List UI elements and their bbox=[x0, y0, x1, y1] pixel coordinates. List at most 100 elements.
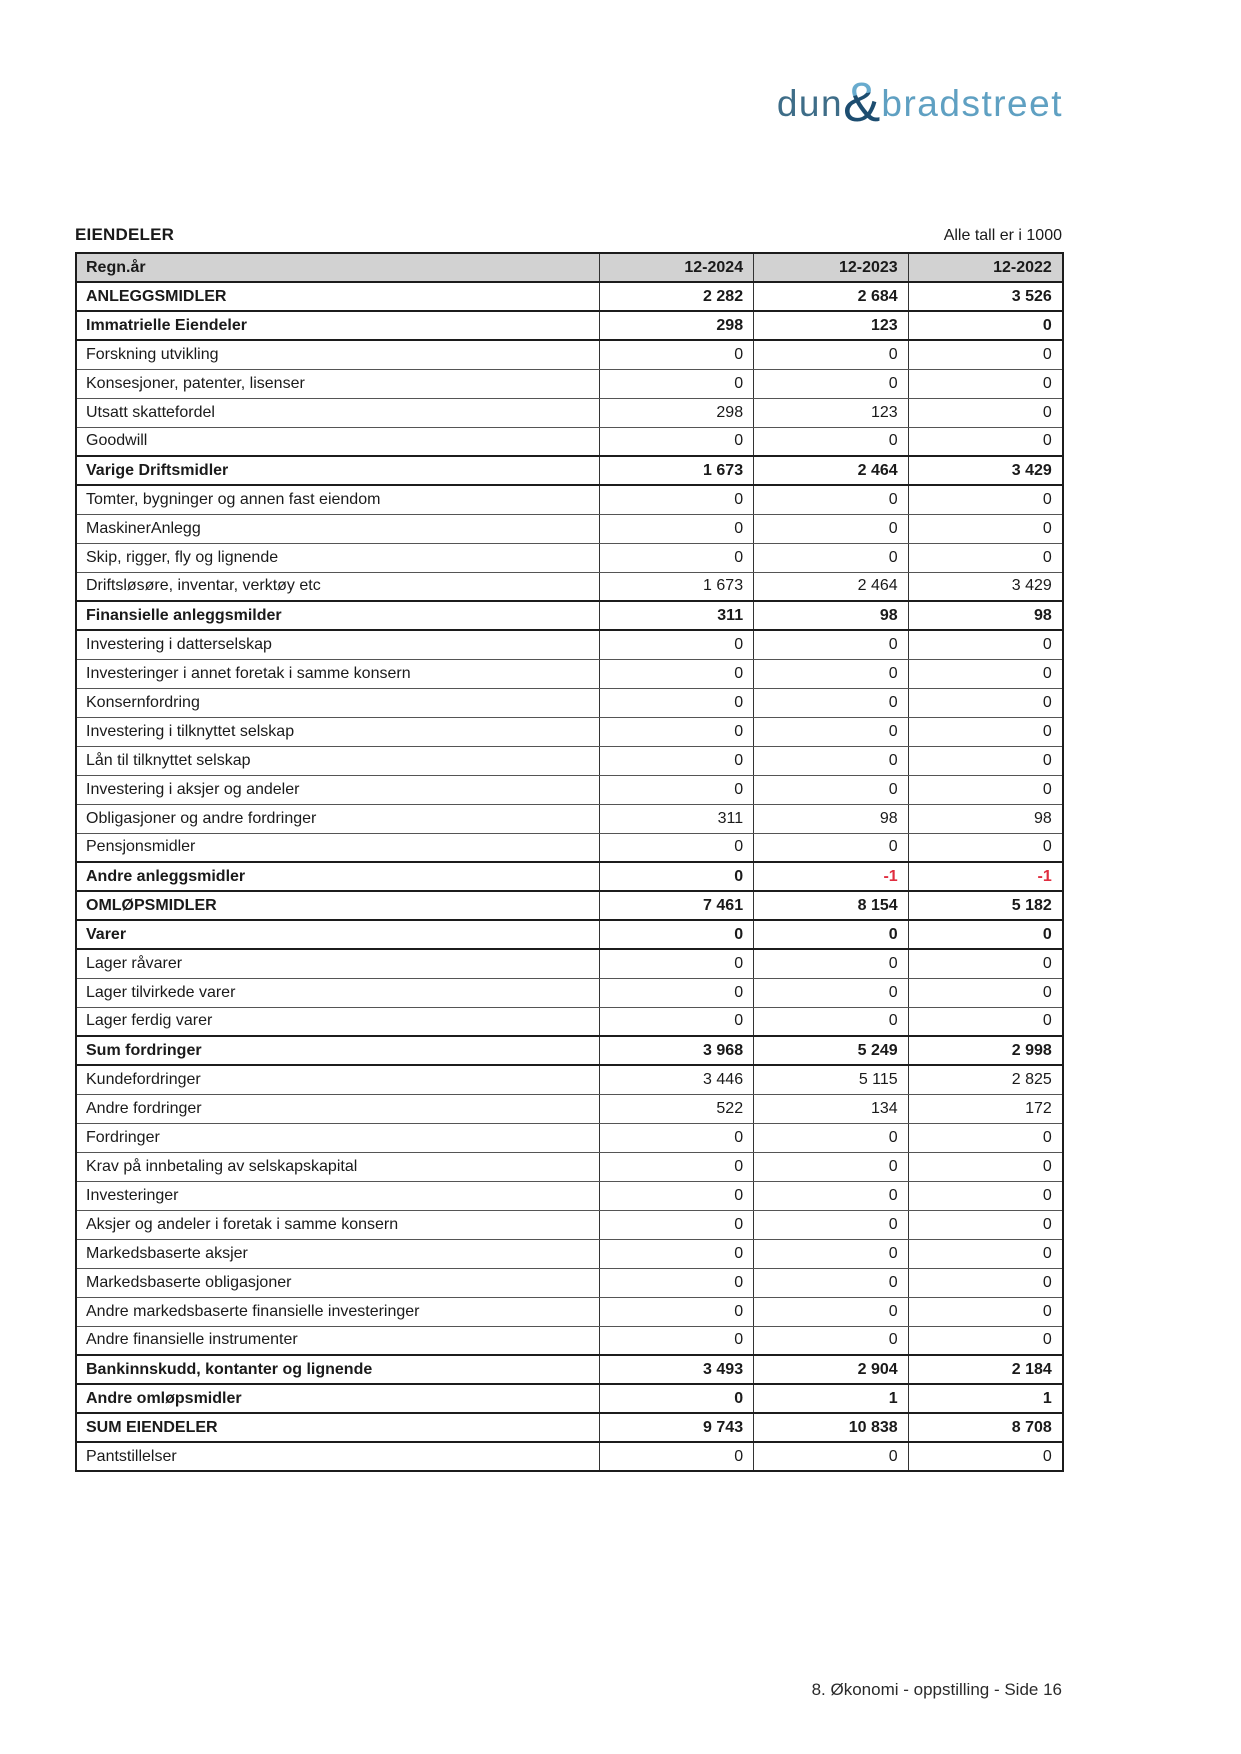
table-row: Tomter, bygninger og annen fast eiendom … bbox=[75, 484, 1064, 515]
value-12-2022: 0 bbox=[907, 919, 1064, 950]
header-year-2022: 12-2022 bbox=[907, 252, 1064, 283]
balance-sheet-table: Regn.år 12-2024 12-2023 12-2022 ANLEGGSM… bbox=[75, 252, 1064, 1472]
dun-and-bradstreet-logo: dun & bradstreet bbox=[777, 64, 1063, 133]
row-label: Andre finansielle instrumenter bbox=[75, 1325, 600, 1356]
value-12-2022: 5 182 bbox=[907, 890, 1064, 921]
value-12-2022: 172 bbox=[907, 1093, 1064, 1124]
value-12-2024: 0 bbox=[598, 1441, 755, 1472]
value-12-2022: 0 bbox=[907, 542, 1064, 573]
value-12-2023: 0 bbox=[753, 1238, 909, 1269]
value-12-2022: 0 bbox=[907, 832, 1064, 863]
row-label: Investering i tilknyttet selskap bbox=[75, 716, 600, 747]
value-12-2022: 0 bbox=[907, 1180, 1064, 1211]
value-12-2024: 311 bbox=[598, 803, 755, 834]
table-row: Obligasjoner og andre fordringer 311 98 … bbox=[75, 803, 1064, 834]
value-12-2022: 3 429 bbox=[907, 571, 1064, 602]
value-12-2022: 0 bbox=[907, 658, 1064, 689]
value-12-2024: 298 bbox=[598, 397, 755, 428]
row-label: Bankinnskudd, kontanter og lignende bbox=[75, 1354, 600, 1385]
row-label: Kundefordringer bbox=[75, 1064, 600, 1095]
table-row: Forskning utvikling 0 0 0 bbox=[75, 339, 1064, 370]
row-label: Andre fordringer bbox=[75, 1093, 600, 1124]
row-label: Pantstillelser bbox=[75, 1441, 600, 1472]
table-row: Investering i tilknyttet selskap 0 0 0 bbox=[75, 716, 1064, 747]
table-row: Investeringer 0 0 0 bbox=[75, 1180, 1064, 1211]
value-12-2022: 0 bbox=[907, 426, 1064, 457]
value-12-2023: 0 bbox=[753, 1441, 909, 1472]
value-12-2024: 0 bbox=[598, 629, 755, 660]
row-label: Konsesjoner, patenter, lisenser bbox=[75, 368, 600, 399]
value-12-2024: 0 bbox=[598, 542, 755, 573]
value-12-2023: 2 464 bbox=[753, 455, 909, 486]
value-12-2024: 0 bbox=[598, 1325, 755, 1356]
page-footer: 8. Økonomi - oppstilling - Side 16 bbox=[811, 1680, 1062, 1699]
table-row: Andre omløpsmidler 0 1 1 bbox=[75, 1383, 1064, 1414]
value-12-2022: 0 bbox=[907, 1151, 1064, 1182]
value-12-2024: 1 673 bbox=[598, 455, 755, 486]
table-row: MaskinerAnlegg 0 0 0 bbox=[75, 513, 1064, 544]
logo-word-bradstreet: bradstreet bbox=[881, 83, 1063, 124]
value-12-2024: 0 bbox=[598, 1180, 755, 1211]
value-12-2022: 0 bbox=[907, 1209, 1064, 1240]
value-12-2024: 0 bbox=[598, 1151, 755, 1182]
value-12-2023: 0 bbox=[753, 1296, 909, 1327]
row-label: Obligasjoner og andre fordringer bbox=[75, 803, 600, 834]
table-row: Varige Driftsmidler 1 673 2 464 3 429 bbox=[75, 455, 1064, 486]
value-12-2024: 0 bbox=[598, 658, 755, 689]
table-row: Investering i aksjer og andeler 0 0 0 bbox=[75, 774, 1064, 805]
value-12-2023: 0 bbox=[753, 658, 909, 689]
row-label: Lager råvarer bbox=[75, 948, 600, 979]
value-12-2022: 3 526 bbox=[907, 281, 1064, 312]
value-12-2023: 2 684 bbox=[753, 281, 909, 312]
value-12-2024: 3 968 bbox=[598, 1035, 755, 1066]
value-12-2023: 0 bbox=[753, 1209, 909, 1240]
value-12-2022: 0 bbox=[907, 397, 1064, 428]
value-12-2023: 2 464 bbox=[753, 571, 909, 602]
table-row: Driftsløsøre, inventar, verktøy etc 1 67… bbox=[75, 571, 1064, 602]
row-label: Skip, rigger, fly og lignende bbox=[75, 542, 600, 573]
table-row: Varer 0 0 0 bbox=[75, 919, 1064, 950]
value-12-2022: 0 bbox=[907, 774, 1064, 805]
value-12-2024: 0 bbox=[598, 861, 755, 892]
section-title: EIENDELER bbox=[75, 225, 175, 244]
table-row: Markedsbaserte aksjer 0 0 0 bbox=[75, 1238, 1064, 1269]
value-12-2022: 3 429 bbox=[907, 455, 1064, 486]
value-12-2023: 1 bbox=[753, 1383, 909, 1414]
row-label: Markedsbaserte aksjer bbox=[75, 1238, 600, 1269]
value-12-2022: 2 825 bbox=[907, 1064, 1064, 1095]
value-12-2024: 311 bbox=[598, 600, 755, 631]
table-row: Pensjonsmidler 0 0 0 bbox=[75, 832, 1064, 863]
value-12-2022: 0 bbox=[907, 484, 1064, 515]
value-12-2022: 2 184 bbox=[907, 1354, 1064, 1385]
value-12-2022: 0 bbox=[907, 687, 1064, 718]
value-12-2022: 0 bbox=[907, 339, 1064, 370]
value-12-2024: 0 bbox=[598, 1122, 755, 1153]
value-12-2023: 0 bbox=[753, 1325, 909, 1356]
value-12-2024: 0 bbox=[598, 948, 755, 979]
value-12-2022: 0 bbox=[907, 1238, 1064, 1269]
value-12-2023: 0 bbox=[753, 774, 909, 805]
row-label: Investering i aksjer og andeler bbox=[75, 774, 600, 805]
row-label: Forskning utvikling bbox=[75, 339, 600, 370]
value-12-2023: 98 bbox=[753, 803, 909, 834]
value-12-2024: 0 bbox=[598, 687, 755, 718]
value-12-2024: 0 bbox=[598, 1238, 755, 1269]
value-12-2023: 0 bbox=[753, 716, 909, 747]
row-label: ANLEGGSMIDLER bbox=[75, 281, 600, 312]
row-label: Goodwill bbox=[75, 426, 600, 457]
value-12-2023: 0 bbox=[753, 629, 909, 660]
header-year-2024: 12-2024 bbox=[598, 252, 755, 283]
value-12-2022: 0 bbox=[907, 745, 1064, 776]
row-label: Andre anleggsmidler bbox=[75, 861, 600, 892]
table-row: Lager ferdig varer 0 0 0 bbox=[75, 1006, 1064, 1037]
value-12-2022: 0 bbox=[907, 716, 1064, 747]
row-label: Investering i datterselskap bbox=[75, 629, 600, 660]
row-label: Andre omløpsmidler bbox=[75, 1383, 600, 1414]
row-label: Lager tilvirkede varer bbox=[75, 977, 600, 1008]
value-12-2023: 2 904 bbox=[753, 1354, 909, 1385]
value-12-2024: 1 673 bbox=[598, 571, 755, 602]
value-12-2022: 0 bbox=[907, 1267, 1064, 1298]
table-row: Andre finansielle instrumenter 0 0 0 bbox=[75, 1325, 1064, 1356]
row-label: Pensjonsmidler bbox=[75, 832, 600, 863]
value-12-2024: 298 bbox=[598, 310, 755, 341]
